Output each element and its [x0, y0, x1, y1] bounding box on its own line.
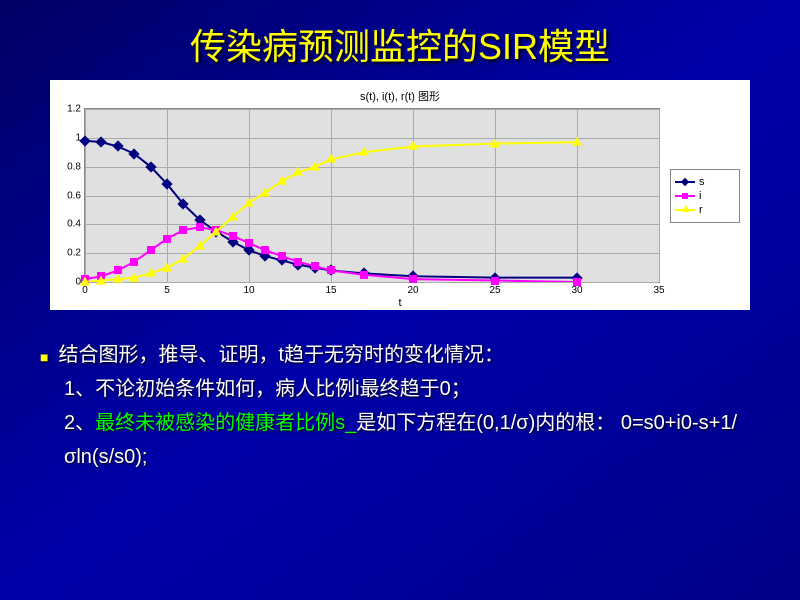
marker-r [195, 241, 205, 250]
marker-r [408, 141, 418, 150]
x-axis-label: t [60, 297, 740, 309]
item2-green: 最终未被感染的健康者比例s_ [95, 412, 356, 434]
ytick-label: 1.2 [59, 104, 81, 115]
marker-r [178, 254, 188, 263]
chart-container: s(t), i(t), r(t) 图形 00.20.40.60.811.2051… [50, 80, 750, 310]
marker-r [260, 187, 270, 196]
marker-r [146, 268, 156, 277]
marker-r [162, 262, 172, 271]
bullet-text: 结合图形，推导、证明，t趋于无穷时的变化情况： [58, 338, 504, 372]
item2-prefix: 2、 [64, 412, 95, 434]
legend-item-s: s [675, 176, 735, 188]
marker-r [80, 277, 90, 286]
marker-r [211, 226, 221, 235]
ytick-label: 0.6 [59, 190, 81, 201]
xtick-label: 5 [164, 285, 170, 296]
legend-label: s [699, 176, 705, 188]
marker-r [244, 197, 254, 206]
marker-r [293, 167, 303, 176]
sub-item-1: 1、不论初始条件如何，病人比例i最终趋于0； [64, 372, 760, 406]
marker-r [96, 275, 106, 284]
marker-r [113, 274, 123, 283]
marker-r [572, 137, 582, 146]
plot-area: 00.20.40.60.811.205101520253035 [84, 108, 660, 283]
ytick-label: 0 [59, 277, 81, 288]
legend: sir [670, 169, 740, 223]
xtick-label: 10 [243, 285, 254, 296]
marker-r [490, 138, 500, 147]
ytick-label: 0.8 [59, 161, 81, 172]
legend-item-r: r [675, 204, 735, 216]
ytick-label: 1 [59, 132, 81, 143]
bullet-1: ■ 结合图形，推导、证明，t趋于无穷时的变化情况： [40, 338, 760, 372]
slide-title: 传染病预测监控的SIR模型 [40, 18, 760, 70]
xtick-label: 20 [407, 285, 418, 296]
xtick-label: 35 [653, 285, 664, 296]
legend-label: r [699, 204, 703, 216]
xtick-label: 25 [489, 285, 500, 296]
legend-swatch [675, 195, 695, 197]
ytick-label: 0.4 [59, 219, 81, 230]
bullet-icon: ■ [40, 346, 48, 372]
marker-r [228, 212, 238, 221]
marker-r [129, 272, 139, 281]
sub-item-2: 2、最终未被感染的健康者比例s_是如下方程在(0,1/σ)内的根： 0=s0+i… [64, 406, 760, 474]
xtick-label: 0 [82, 285, 88, 296]
xtick-label: 15 [325, 285, 336, 296]
ytick-label: 0.2 [59, 248, 81, 259]
legend-item-i: i [675, 190, 735, 202]
marker-r [310, 161, 320, 170]
bullet-list: ■ 结合图形，推导、证明，t趋于无穷时的变化情况： 1、不论初始条件如何，病人比… [40, 338, 760, 474]
xtick-label: 30 [571, 285, 582, 296]
legend-label: i [699, 190, 701, 202]
marker-r [359, 147, 369, 156]
gridline-v [659, 109, 660, 282]
slide: 传染病预测监控的SIR模型 s(t), i(t), r(t) 图形 00.20.… [0, 0, 800, 600]
marker-r [326, 154, 336, 163]
chart-title: s(t), i(t), r(t) 图形 [60, 88, 740, 104]
legend-swatch [675, 181, 695, 183]
chart-area: 00.20.40.60.811.205101520253035 sir [60, 108, 740, 283]
marker-r [277, 176, 287, 185]
legend-swatch [675, 209, 695, 211]
series-line-r [85, 109, 659, 282]
